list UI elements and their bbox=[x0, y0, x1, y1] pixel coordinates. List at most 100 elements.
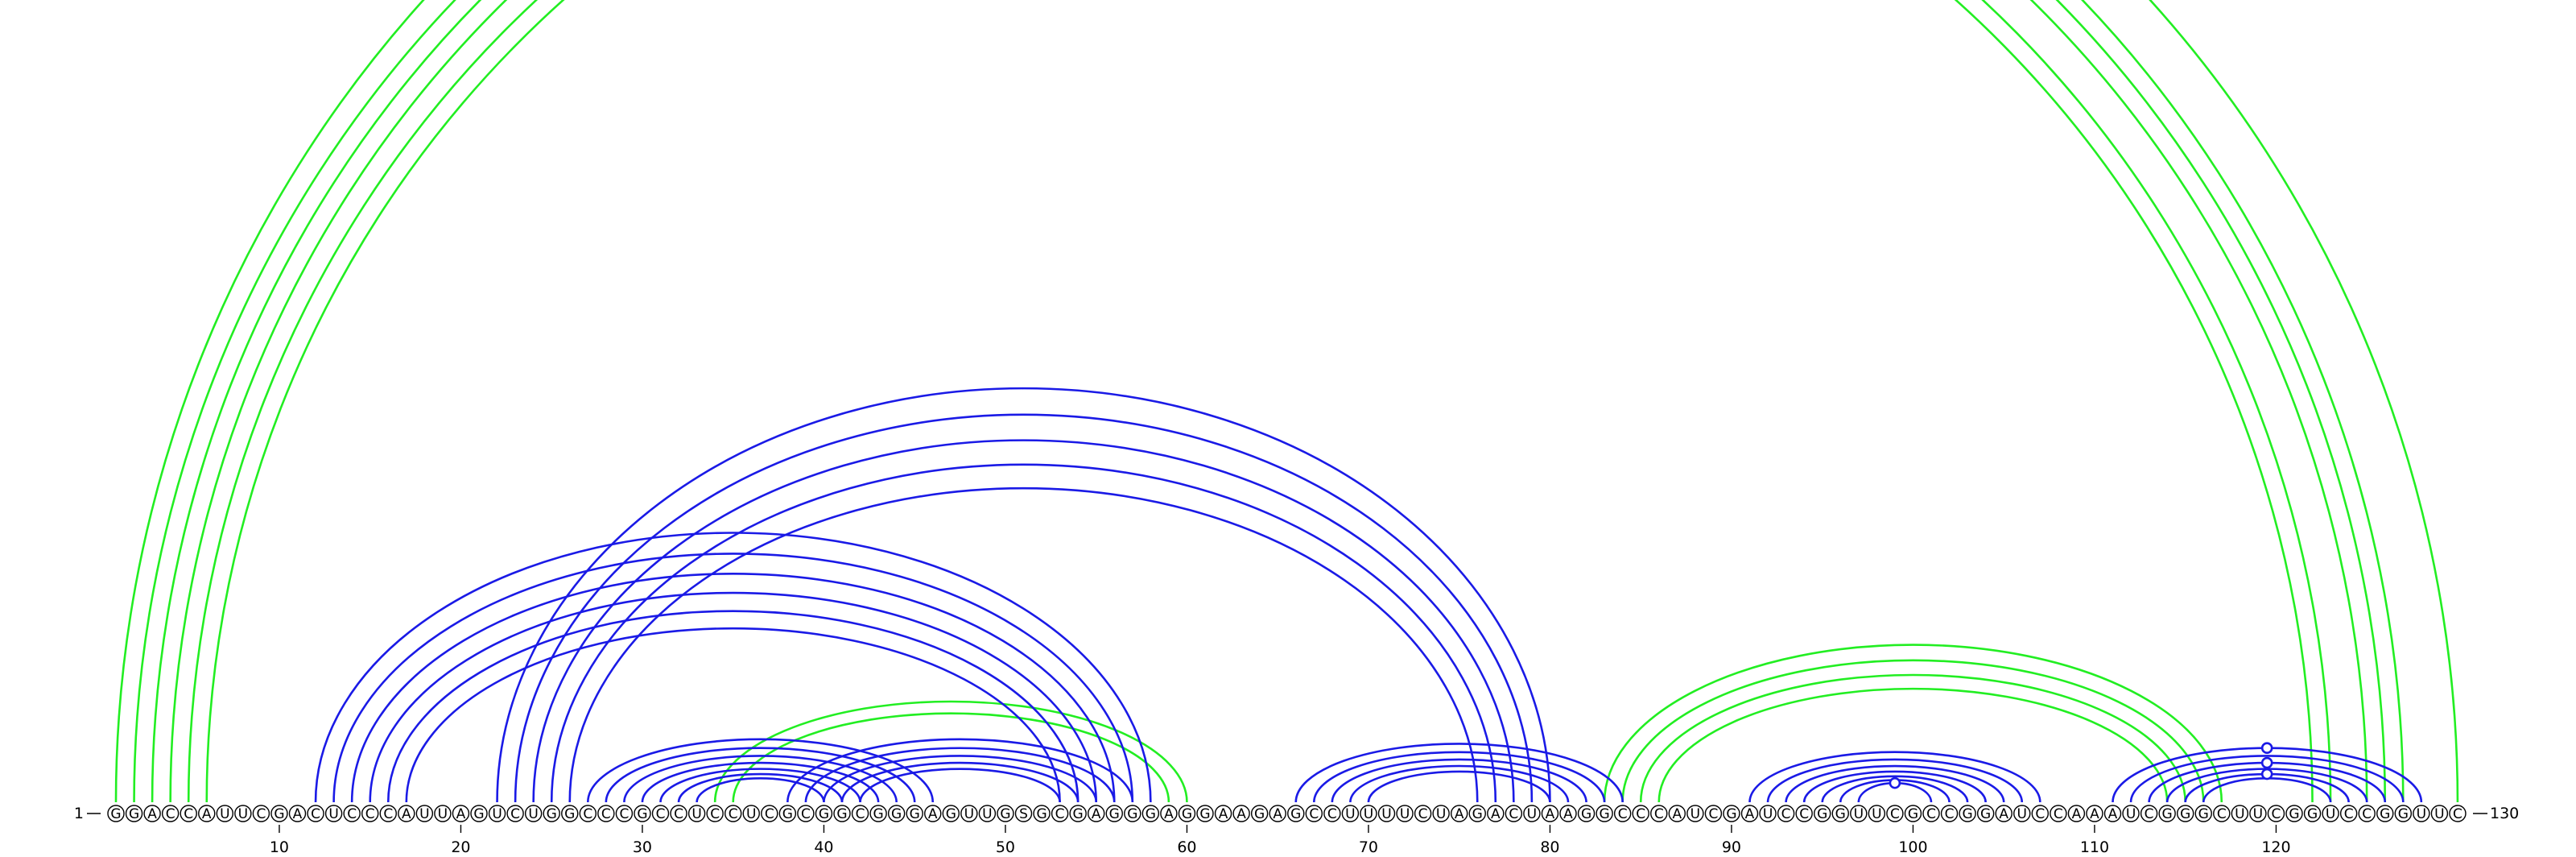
nucleotide-letter: G bbox=[1980, 806, 1991, 822]
green-arc-2-127 bbox=[134, 0, 2404, 802]
nucleotide-letter: G bbox=[1199, 806, 1210, 822]
nucleotide: C bbox=[852, 805, 869, 822]
nucleotide-letter: G bbox=[1290, 806, 1301, 822]
nucleotide: A bbox=[1269, 805, 1286, 822]
backbone-layer: GGACCAUUCGACUCCCAUUAGUCUGGCCCGCCUCCUCGCG… bbox=[108, 805, 2466, 822]
nucleotide-letter: G bbox=[1036, 806, 1046, 822]
nucleotide-letter: A bbox=[2108, 806, 2118, 822]
nucleotide-letter: U bbox=[220, 806, 229, 822]
nucleotide: G bbox=[870, 805, 886, 822]
nucleotide: U bbox=[1851, 805, 1867, 822]
tick-label: 100 bbox=[1898, 838, 1927, 856]
nucleotide: A bbox=[1216, 805, 1232, 822]
nucleotide-letter: C bbox=[510, 806, 520, 822]
nucleotide: C bbox=[1651, 805, 1667, 822]
nucleotide: G bbox=[834, 805, 850, 822]
nucleotide-letter: G bbox=[564, 806, 575, 822]
nucleotide: U bbox=[979, 805, 995, 822]
blue-arc-70-80 bbox=[1368, 772, 1550, 802]
nucleotide: G bbox=[1905, 805, 1921, 822]
nucleotide: G bbox=[2305, 805, 2321, 822]
nucleotide-letter: A bbox=[147, 806, 157, 822]
nucleotide-letter: C bbox=[383, 806, 393, 822]
nucleotide-letter: U bbox=[1364, 806, 1373, 822]
nucleotide-letter: G bbox=[2162, 806, 2173, 822]
nucleotide-letter: U bbox=[1872, 806, 1881, 822]
tick-label: 20 bbox=[451, 838, 470, 856]
nucleotide: A bbox=[1161, 805, 1177, 822]
nucleotide-letter: G bbox=[1146, 806, 1156, 822]
nucleotide: G bbox=[1179, 805, 1195, 822]
nucleotide: C bbox=[725, 805, 741, 822]
nucleotide-letter: U bbox=[2253, 806, 2263, 822]
nucleotide: U bbox=[1342, 805, 1358, 822]
nucleotide-letter: U bbox=[1763, 806, 1773, 822]
nucleotide-letter: C bbox=[2453, 806, 2462, 822]
nucleotide: G bbox=[562, 805, 578, 822]
nucleotide: U bbox=[961, 805, 977, 822]
nucleotide-letter: G bbox=[1908, 806, 1918, 822]
nucleotide: G bbox=[1814, 805, 1831, 822]
markers-layer bbox=[1282, 0, 2272, 788]
nucleotide: A bbox=[1742, 805, 1758, 822]
nucleotide-letter: C bbox=[1055, 806, 1065, 822]
nucleotide-letter: G bbox=[274, 806, 284, 822]
nucleotide: A bbox=[1560, 805, 1576, 822]
nucleotide: C bbox=[671, 805, 687, 822]
green-arc-1-130 bbox=[116, 0, 2458, 802]
nucleotide: C bbox=[1887, 805, 1903, 822]
nucleotide-letter: U bbox=[1381, 806, 1391, 822]
nucleotide-letter: C bbox=[166, 806, 175, 822]
nucleotide: G bbox=[1034, 805, 1050, 822]
nucleotide-letter: C bbox=[2054, 806, 2063, 822]
nucleotide: C bbox=[762, 805, 778, 822]
nucleotide-letter: U bbox=[2434, 806, 2444, 822]
nucleotide-letter: C bbox=[2217, 806, 2227, 822]
blue-arc-26-76 bbox=[570, 488, 1478, 802]
nucleotide: A bbox=[1451, 805, 1468, 822]
nucleotide: C bbox=[2450, 805, 2466, 822]
nucleotide-letter: G bbox=[1109, 806, 1120, 822]
nucleotide-letter: A bbox=[1745, 806, 1755, 822]
nucleotide: U bbox=[2322, 805, 2339, 822]
nucleotide-letter: A bbox=[1491, 806, 1501, 822]
nucleotide: C bbox=[1415, 805, 1431, 822]
nucleotide: G bbox=[1469, 805, 1485, 822]
nucleotide-letter: U bbox=[2326, 806, 2335, 822]
nucleotide-letter: U bbox=[1436, 806, 1446, 822]
nucleotide: U bbox=[2413, 805, 2429, 822]
nucleotide: U bbox=[1397, 805, 1413, 822]
arc-marker-circle bbox=[2262, 769, 2272, 779]
nucleotide: A bbox=[452, 805, 469, 822]
nucleotide: G bbox=[271, 805, 287, 822]
nucleotide-letter: U bbox=[1690, 806, 1700, 822]
nucleotide-letter: C bbox=[2272, 806, 2281, 822]
nucleotide-letter: C bbox=[1945, 806, 1955, 822]
arc-marker-circle bbox=[1890, 778, 1900, 788]
nucleotide-letter: G bbox=[1000, 806, 1010, 822]
nucleotide-letter: G bbox=[2198, 806, 2209, 822]
nucleotide-letter: A bbox=[1092, 806, 1101, 822]
green-arc-4-125 bbox=[171, 0, 2368, 802]
blue-arc-14-56 bbox=[352, 573, 1114, 802]
blue-arc-24-78 bbox=[534, 441, 1514, 802]
nucleotide: G bbox=[2178, 805, 2194, 822]
nucleotide-letter: C bbox=[1327, 806, 1337, 822]
nucleotide: C bbox=[2268, 805, 2284, 822]
nucleotide-letter: U bbox=[1400, 806, 1410, 822]
tick-label: 60 bbox=[1177, 838, 1196, 856]
nucleotide: U bbox=[1433, 805, 1449, 822]
tick-label: 10 bbox=[270, 838, 289, 856]
nucleotide-letter: S bbox=[1019, 806, 1028, 822]
nucleotide: C bbox=[798, 805, 814, 822]
nucleotide-letter: C bbox=[710, 806, 720, 822]
nucleotide: C bbox=[507, 805, 523, 822]
nucleotide: U bbox=[689, 805, 705, 822]
tick-label: 110 bbox=[2080, 838, 2109, 856]
nucleotide-letter: C bbox=[1708, 806, 1718, 822]
nucleotide: G bbox=[1070, 805, 1086, 822]
nucleotide-letter: U bbox=[1854, 806, 1864, 822]
nucleotide-letter: G bbox=[836, 806, 847, 822]
tick-label: 70 bbox=[1359, 838, 1378, 856]
